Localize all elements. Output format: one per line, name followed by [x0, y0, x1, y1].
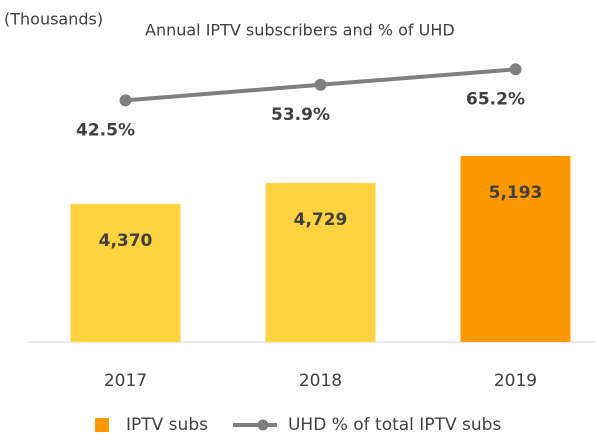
- bar-value-label: 4,729: [294, 210, 348, 230]
- line-value-label: 65.2%: [466, 89, 525, 109]
- line-point: [119, 94, 132, 107]
- x-tick-label: 2019: [494, 371, 537, 391]
- line-value-label: 42.5%: [76, 120, 135, 140]
- x-tick-label: 2018: [299, 371, 342, 391]
- line-point: [509, 63, 522, 76]
- legend-swatch: [95, 418, 109, 432]
- legend-label: UHD % of total IPTV subs: [288, 415, 501, 435]
- line-point: [314, 78, 327, 91]
- bar-value-label: 4,370: [99, 231, 153, 251]
- bar: [265, 182, 376, 342]
- bar: [460, 155, 571, 342]
- unit-label: (Thousands): [4, 10, 103, 29]
- bar-value-label: 5,193: [489, 183, 543, 203]
- legend-dot: [257, 419, 269, 431]
- x-tick-label: 2017: [104, 371, 147, 391]
- chart-title: Annual IPTV subscribers and % of UHD: [145, 21, 455, 40]
- line-value-label: 53.9%: [271, 105, 330, 125]
- bar: [70, 203, 181, 342]
- legend-label: IPTV subs: [126, 415, 208, 435]
